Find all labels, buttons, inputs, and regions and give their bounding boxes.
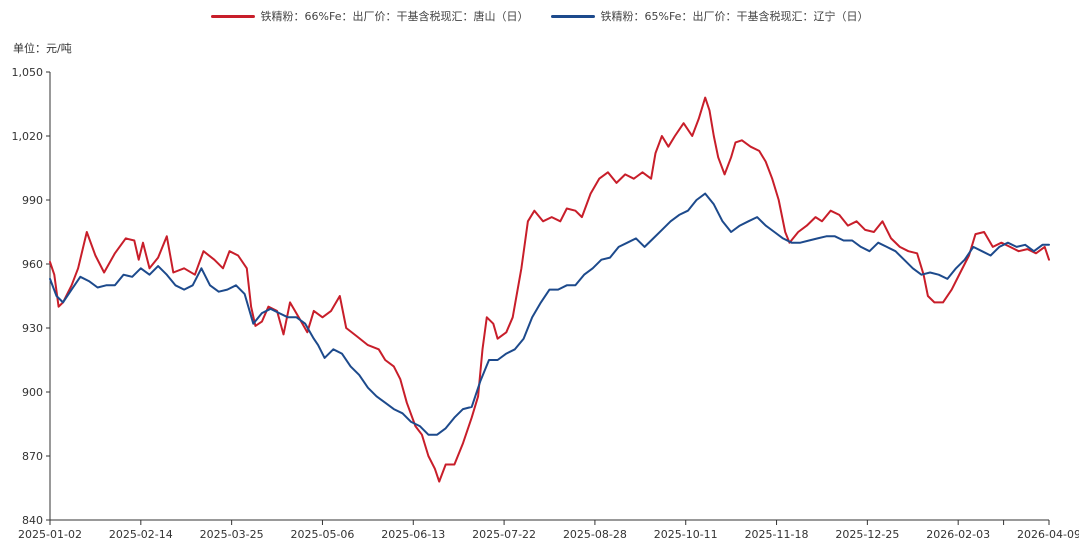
legend-label-liaoning: 铁精粉：65%Fe：出厂价：干基含税现汇：辽宁（日） — [600, 10, 869, 23]
y-tick-label: 840 — [22, 514, 43, 527]
x-tick-label: 2025-05-06 — [290, 528, 354, 540]
series-line-1 — [49, 192, 1050, 436]
y-tick-label: 870 — [22, 450, 43, 463]
x-tick-label: 2025-02-14 — [109, 528, 173, 540]
x-tick-label: 2025-01-02 — [18, 528, 82, 540]
series-line-0 — [49, 96, 1050, 483]
x-tick-label: 2026-02-03 — [926, 528, 990, 540]
x-tick-label: 2025-03-25 — [200, 528, 264, 540]
x-tick-label: 2025-06-13 — [381, 528, 445, 540]
legend-item-tangshan[interactable]: 铁精粉：66%Fe：出厂价：干基含税现汇：唐山（日） — [210, 8, 529, 24]
legend-label-tangshan: 铁精粉：66%Fe：出厂价：干基含税现汇：唐山（日） — [260, 10, 529, 23]
x-tick-label: 2025-12-25 — [835, 528, 899, 540]
x-tick-label: 2025-08-28 — [563, 528, 627, 540]
y-tick-label: 990 — [22, 194, 43, 207]
x-tick-label: 2026-04-09 — [1017, 528, 1079, 540]
x-tick-label: 2025-11-18 — [745, 528, 809, 540]
y-tick-label: 900 — [22, 386, 43, 399]
x-tick-label: 2025-10-11 — [654, 528, 718, 540]
legend-item-liaoning[interactable]: 铁精粉：65%Fe：出厂价：干基含税现汇：辽宁（日） — [550, 8, 869, 24]
legend-swatch-liaoning — [550, 14, 595, 18]
x-tick-label: 2025-07-22 — [472, 528, 536, 540]
y-tick-label: 1,020 — [12, 130, 44, 143]
y-tick-label: 930 — [22, 322, 43, 335]
unit-label: 单位：元/吨 — [13, 42, 72, 55]
legend: 铁精粉：66%Fe：出厂价：干基含税现汇：唐山（日） 铁精粉：65%Fe：出厂价… — [0, 8, 1079, 24]
y-tick-label: 1,050 — [12, 66, 44, 79]
legend-swatch-tangshan — [210, 14, 255, 18]
y-tick-label: 960 — [22, 258, 43, 271]
